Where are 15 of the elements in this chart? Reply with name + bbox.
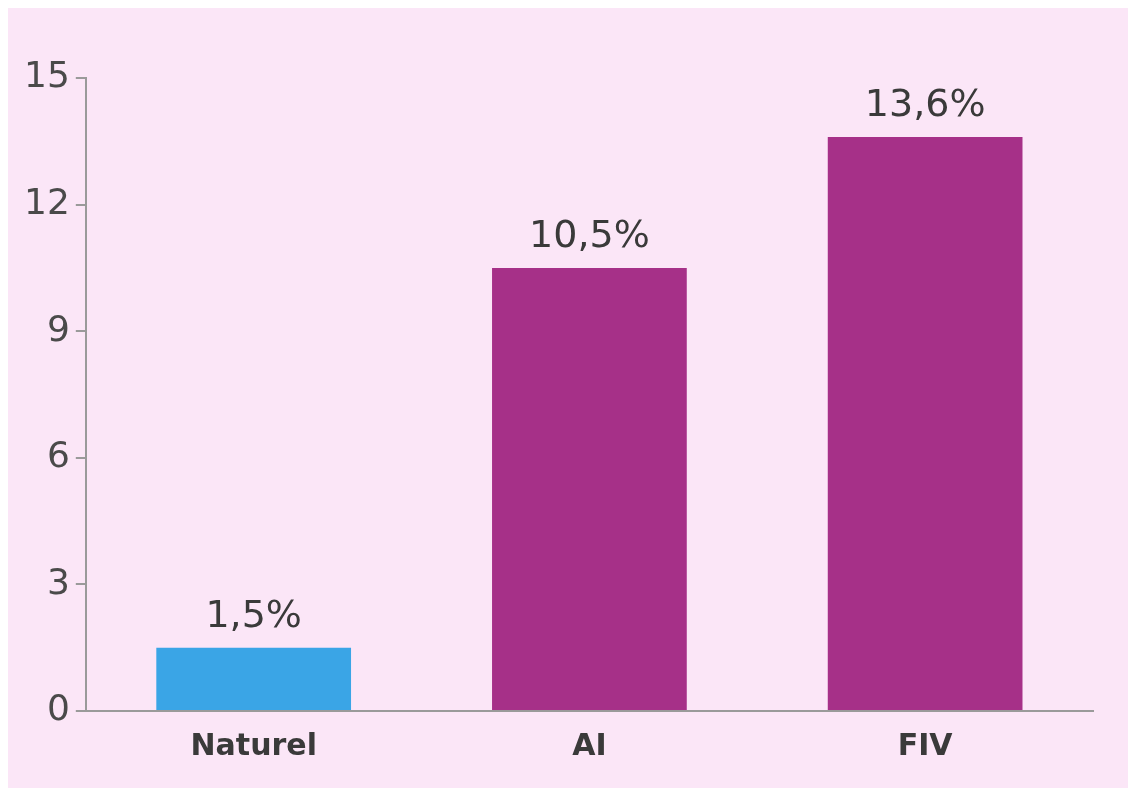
y-tick-label: 0: [46, 687, 70, 729]
data-label: 10,5%: [529, 211, 650, 256]
y-tick-label: 12: [24, 180, 70, 222]
bar: [156, 647, 352, 710]
x-tick-label: AI: [572, 726, 607, 762]
data-label: 13,6%: [864, 80, 986, 125]
bar: [492, 267, 687, 710]
y-tick-label: 6: [46, 434, 70, 476]
y-tick-label: 3: [46, 560, 70, 602]
y-tick-label: 9: [46, 307, 70, 349]
y-tick-label: 15: [24, 54, 70, 96]
data-label: 1,5%: [205, 591, 302, 636]
x-tick-label: Naturel: [190, 726, 317, 762]
bar: [827, 137, 1023, 710]
x-tick-label: FIV: [897, 726, 954, 762]
